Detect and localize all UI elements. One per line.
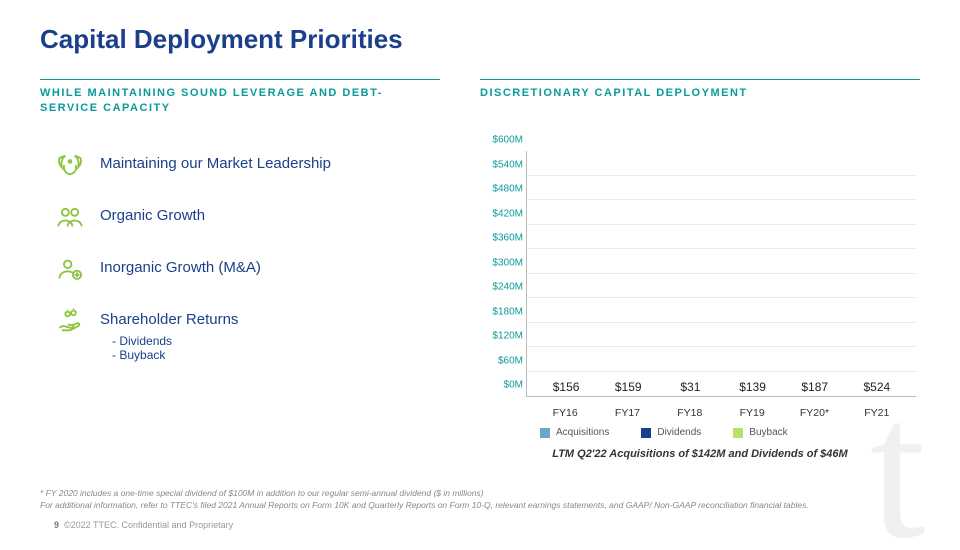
y-axis-label: $420M xyxy=(492,208,523,219)
page-footer: 9 ©2022 TTEC. Confidential and Proprieta… xyxy=(54,520,233,530)
legend-swatch xyxy=(733,428,743,438)
y-axis-label: $360M xyxy=(492,233,523,244)
x-axis-label: FY19 xyxy=(730,407,774,419)
footnote-1: * FY 2020 includes a one-time special di… xyxy=(40,487,920,500)
legend-swatch xyxy=(540,428,550,438)
priority-label: Shareholder Returns xyxy=(100,307,238,328)
priority-item: Inorganic Growth (M&A) xyxy=(56,255,440,283)
bar-total-label: $159 xyxy=(615,380,642,394)
capital-deployment-chart: $0M $60M $120M $180M $240M $300M $360M $420M $48… xyxy=(480,151,920,419)
chart-legend: Acquisitions Dividends Buyback xyxy=(480,427,920,438)
right-section-heading: DISCRETIONARY CAPITAL DEPLOYMENT xyxy=(480,79,920,123)
priority-subitem: Buyback xyxy=(112,348,238,362)
priority-sublist: DividendsBuyback xyxy=(112,334,238,362)
y-axis-label: $600M xyxy=(492,135,523,146)
y-axis-label: $60M xyxy=(498,355,523,366)
hand-coins-icon xyxy=(56,307,84,335)
y-axis-label: $540M xyxy=(492,159,523,170)
chart-footnote: LTM Q2'22 Acquisitions of $142M and Divi… xyxy=(480,448,920,460)
bar-total-label: $139 xyxy=(739,380,766,394)
priority-label: Organic Growth xyxy=(100,203,205,224)
x-axis-label: FY17 xyxy=(605,407,649,419)
legend-label: Acquisitions xyxy=(556,427,609,438)
x-axis-label: FY16 xyxy=(543,407,587,419)
copyright-text: ©2022 TTEC. Confidential and Proprietary xyxy=(64,520,233,530)
legend-item: Buyback xyxy=(733,427,787,438)
priority-item: Organic Growth xyxy=(56,203,440,231)
priority-item: Shareholder Returns DividendsBuyback xyxy=(56,307,440,362)
x-axis-label: FY20* xyxy=(792,407,836,419)
page-number: 9 xyxy=(54,520,59,530)
footnote-2: For additional information, refer to TTE… xyxy=(40,499,920,512)
priority-subitem: Dividends xyxy=(112,334,238,348)
y-axis-label: $180M xyxy=(492,306,523,317)
people-icon xyxy=(56,203,84,231)
y-axis-label: $120M xyxy=(492,331,523,342)
page-title: Capital Deployment Priorities xyxy=(40,24,920,55)
bar-total-label: $156 xyxy=(553,380,580,394)
legend-label: Buyback xyxy=(749,427,787,438)
left-section-heading: WHILE MAINTAINING SOUND LEVERAGE AND DEB… xyxy=(40,79,440,123)
laurel-icon xyxy=(56,151,84,179)
priority-label: Maintaining our Market Leadership xyxy=(100,151,331,172)
bar-total-label: $524 xyxy=(864,380,891,394)
legend-label: Dividends xyxy=(657,427,701,438)
y-axis-label: $300M xyxy=(492,257,523,268)
y-axis-label: $0M xyxy=(504,380,523,391)
bar-total-label: $187 xyxy=(801,380,828,394)
legend-item: Acquisitions xyxy=(540,427,609,438)
x-axis-label: FY18 xyxy=(668,407,712,419)
priorities-list: Maintaining our Market Leadership Organic… xyxy=(56,151,440,362)
footnotes: * FY 2020 includes a one-time special di… xyxy=(40,487,920,513)
legend-item: Dividends xyxy=(641,427,701,438)
y-axis-label: $240M xyxy=(492,282,523,293)
y-axis-label: $480M xyxy=(492,184,523,195)
legend-swatch xyxy=(641,428,651,438)
priority-item: Maintaining our Market Leadership xyxy=(56,151,440,179)
bar-total-label: $31 xyxy=(680,380,700,394)
person-plus-icon xyxy=(56,255,84,283)
x-axis-label: FY21 xyxy=(855,407,899,419)
priority-label: Inorganic Growth (M&A) xyxy=(100,255,261,276)
